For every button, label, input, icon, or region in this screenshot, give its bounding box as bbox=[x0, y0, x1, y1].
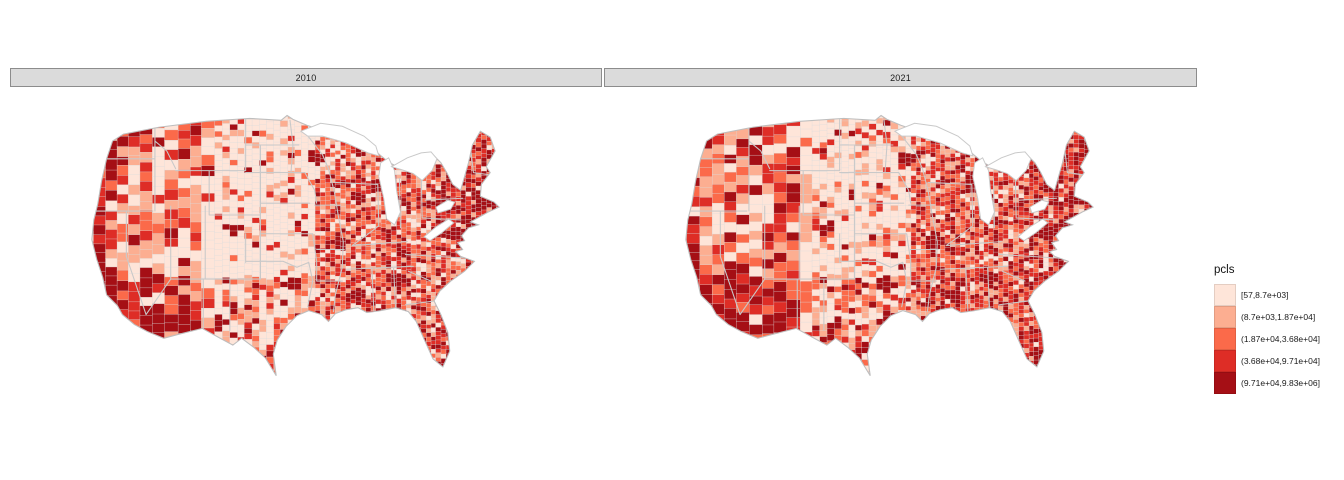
legend-items: [57,8.7e+03] (8.7e+03,1.87e+04] (1.87e+04,… bbox=[1214, 284, 1320, 394]
legend-item: (8.7e+03,1.87e+04] bbox=[1214, 306, 1320, 328]
legend-key-label: (8.7e+03,1.87e+04] bbox=[1241, 312, 1316, 322]
legend-title: pcls bbox=[1214, 264, 1235, 276]
state-borders bbox=[91, 118, 489, 331]
choropleth-map-2010 bbox=[91, 114, 501, 377]
great-lakes bbox=[893, 122, 1050, 242]
legend-item: [57,8.7e+03] bbox=[1214, 284, 1320, 306]
legend-key-label: [57,8.7e+03] bbox=[1241, 290, 1289, 300]
legend-key-swatch bbox=[1214, 284, 1236, 306]
legend-key-swatch bbox=[1214, 350, 1236, 372]
legend-item: (3.68e+04,9.71e+04] bbox=[1214, 350, 1320, 372]
legend-key-swatch bbox=[1214, 306, 1236, 328]
facet-strip-label: 2010 bbox=[295, 72, 317, 83]
facet-strip-2021: 2021 bbox=[604, 68, 1197, 87]
facet-strip-2010: 2010 bbox=[10, 68, 602, 87]
legend-item: (1.87e+04,3.68e+04] bbox=[1214, 328, 1320, 350]
legend-item: (9.71e+04,9.83e+06] bbox=[1214, 372, 1320, 394]
great-lakes bbox=[299, 122, 456, 242]
legend-key-label: (1.87e+04,3.68e+04] bbox=[1241, 334, 1320, 344]
facet-strip-label: 2021 bbox=[890, 72, 911, 83]
state-borders bbox=[685, 118, 1083, 331]
legend-key-swatch bbox=[1214, 372, 1236, 394]
legend-key-label: (3.68e+04,9.71e+04] bbox=[1241, 356, 1320, 366]
choropleth-map-2021 bbox=[685, 114, 1095, 377]
legend-key-label: (9.71e+04,9.83e+06] bbox=[1241, 378, 1320, 388]
legend: pcls [57,8.7e+03] (8.7e+03,1.87e+04] (1.87… bbox=[1214, 264, 1320, 394]
legend-key-swatch bbox=[1214, 328, 1236, 350]
